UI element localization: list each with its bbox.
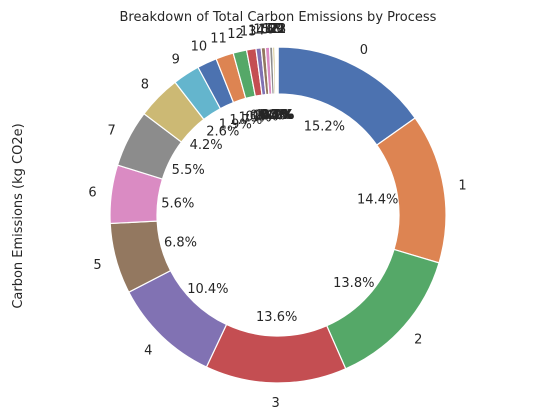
category-label-14: 14 [248,23,265,38]
percent-label-21: 0.1% [261,108,294,123]
category-label-2: 2 [414,333,422,348]
percent-label-22: 0.0% [261,108,294,123]
chart-title: Breakdown of Total Carbon Emissions by P… [120,10,437,25]
percent-label-6: 5.6% [161,196,194,211]
percent-label-15: 0.4% [253,108,286,123]
percent-label-16: 0.4% [255,108,288,123]
percent-label-10: 1.9% [219,118,252,133]
slice-0 [277,46,416,146]
percent-label-0: 15.2% [304,119,345,134]
percent-label-12: 1.3% [238,111,271,126]
category-label-0: 0 [360,43,368,58]
percent-label-1: 14.4% [357,193,398,208]
percent-label-17: 0.3% [257,108,290,123]
percent-label-13: 0.9% [245,109,278,124]
percent-label-23: 0.0% [261,108,294,123]
category-label-9: 9 [172,52,180,67]
category-label-8: 8 [141,78,149,93]
category-label-11: 11 [210,32,227,47]
category-label-3: 3 [272,396,280,411]
category-label-18: 18 [265,22,282,37]
category-label-15: 15 [253,23,270,38]
category-label-20: 20 [268,22,285,37]
category-label-7: 7 [107,124,115,139]
slices-group [109,46,447,384]
percent-label-4: 10.4% [187,282,228,297]
slice-2 [325,248,440,370]
category-label-1: 1 [458,179,466,194]
percent-labels-group: 15.2% 14.4% 13.8% 13.6% 10.4% 6.8% 5.6% 5.5% 4.2… [161,108,398,325]
percent-label-19: 0.1% [260,108,293,123]
category-label-21: 21 [269,22,286,37]
percent-label-7: 5.5% [172,163,205,178]
category-label-23: 23 [270,22,287,37]
category-label-22: 22 [270,22,287,37]
slice-3 [205,323,347,384]
percent-label-8: 4.2% [190,138,223,153]
category-label-13: 13 [240,24,257,39]
slice-1 [375,117,447,264]
percent-label-3: 13.6% [256,310,297,325]
category-label-17: 17 [262,22,279,37]
category-label-4: 4 [144,344,152,359]
category-label-19: 19 [267,22,284,37]
category-label-6: 6 [88,186,96,201]
category-label-16: 16 [258,22,275,37]
percent-label-20: 0.1% [260,108,293,123]
percent-label-9: 2.6% [206,124,239,139]
category-label-5: 5 [93,258,101,273]
category-label-12: 12 [227,27,244,42]
percent-label-2: 13.8% [333,276,374,291]
percent-label-11: 1.7% [229,113,262,128]
category-label-10: 10 [191,40,208,55]
y-axis-label: Carbon Emissions (kg CO2e) [11,123,26,308]
percent-label-5: 6.8% [164,235,197,250]
percent-label-18: 0.2% [259,108,292,123]
percent-label-14: 0.5% [250,109,283,124]
